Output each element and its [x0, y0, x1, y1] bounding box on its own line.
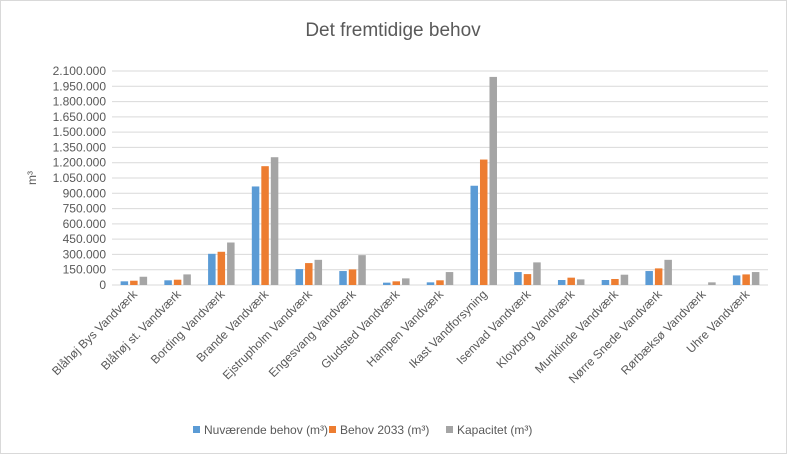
x-tick-label: Klovborg Vandværk: [494, 287, 578, 371]
bar-0-6: [383, 282, 391, 285]
y-tick-label: 2.100.000: [53, 64, 107, 78]
bar-0-0: [120, 281, 129, 285]
legend-swatch-0: [193, 426, 200, 433]
y-tick-label: 150.000: [63, 263, 107, 277]
y-tick-label: 1.050.000: [53, 171, 107, 185]
bar-1-5: [348, 269, 357, 285]
bar-2-0: [139, 276, 148, 285]
x-tick-label: Blåhøj st. Vandværk: [98, 287, 184, 373]
legend-swatch-2: [446, 426, 453, 433]
bar-1-12: [654, 268, 663, 285]
bar-2-2: [227, 242, 235, 285]
bar-0-5: [339, 271, 347, 285]
bar-0-11: [601, 280, 610, 285]
y-tick-label: 1.800.000: [53, 95, 107, 109]
y-tick-label: 750.000: [63, 202, 107, 216]
x-tick-label: Rørbæksø Vandværk: [618, 287, 709, 378]
x-tick-label: Ikast Vandforsyning: [406, 287, 490, 371]
bar-2-9: [533, 262, 541, 285]
legend-swatch-1: [329, 426, 336, 433]
bar-1-10: [567, 277, 575, 285]
bar-1-3: [261, 166, 269, 285]
x-tick-label: Hampen Vandværk: [364, 287, 447, 370]
y-tick-label: 900.000: [63, 186, 107, 200]
y-tick-label: 300.000: [63, 247, 107, 261]
bar-2-3: [270, 157, 279, 285]
bar-0-2: [208, 253, 216, 285]
bar-0-10: [557, 280, 566, 285]
y-tick-label: 0: [99, 278, 106, 292]
legend-label-0: Nuværende behov (m³): [204, 423, 328, 437]
bar-2-14: [751, 272, 760, 285]
x-tick-label: Munklinde Vandværk: [532, 287, 622, 377]
bar-0-3: [251, 186, 260, 285]
bar-0-9: [514, 272, 522, 285]
bar-1-14: [742, 274, 750, 285]
bar-0-14: [732, 275, 741, 285]
chart-title: Det fremtidige behov: [305, 20, 481, 41]
x-tick-label: Isenvad Vandværk: [454, 287, 535, 368]
bar-1-4: [305, 263, 313, 285]
bar-0-4: [295, 269, 304, 285]
y-tick-label: 1.350.000: [53, 140, 107, 154]
bar-2-4: [314, 259, 323, 285]
bar-2-11: [620, 274, 629, 285]
bar-2-13: [708, 282, 716, 285]
bar-1-7: [436, 280, 444, 285]
bar-2-10: [576, 279, 585, 285]
bar-2-8: [489, 76, 497, 285]
bar-2-7: [445, 272, 454, 285]
bar-1-6: [392, 281, 401, 285]
bar-2-12: [664, 259, 672, 285]
x-tick-label: Bording Vandværk: [148, 287, 228, 367]
legend-label-2: Kapacitet (m³): [457, 423, 532, 437]
y-axis-label: m³: [25, 171, 39, 185]
y-tick-label: 450.000: [63, 232, 107, 246]
bar-1-8: [479, 159, 488, 285]
bar-2-5: [358, 255, 366, 285]
bar-2-6: [402, 278, 410, 285]
bar-1-9: [523, 274, 532, 285]
bar-0-12: [645, 271, 653, 285]
y-tick-label: 1.650.000: [53, 110, 107, 124]
x-tick-label: Gludsted Vandværk: [318, 287, 403, 372]
bar-0-7: [426, 282, 435, 285]
bar-0-1: [164, 280, 172, 285]
x-tick-label: Blåhøj Bys Vandværk: [49, 287, 141, 379]
y-tick-label: 1.500.000: [53, 125, 107, 139]
bar-2-1: [183, 274, 191, 285]
y-tick-label: 600.000: [63, 217, 107, 231]
bar-1-2: [217, 251, 226, 285]
bar-0-8: [470, 185, 478, 285]
y-tick-label: 1.950.000: [53, 79, 107, 93]
y-tick-label: 1.200.000: [53, 156, 107, 170]
bar-1-1: [173, 279, 182, 285]
bar-1-11: [611, 278, 619, 285]
legend-label-1: Behov 2033 (m³): [340, 423, 429, 437]
bar-1-0: [130, 280, 138, 285]
